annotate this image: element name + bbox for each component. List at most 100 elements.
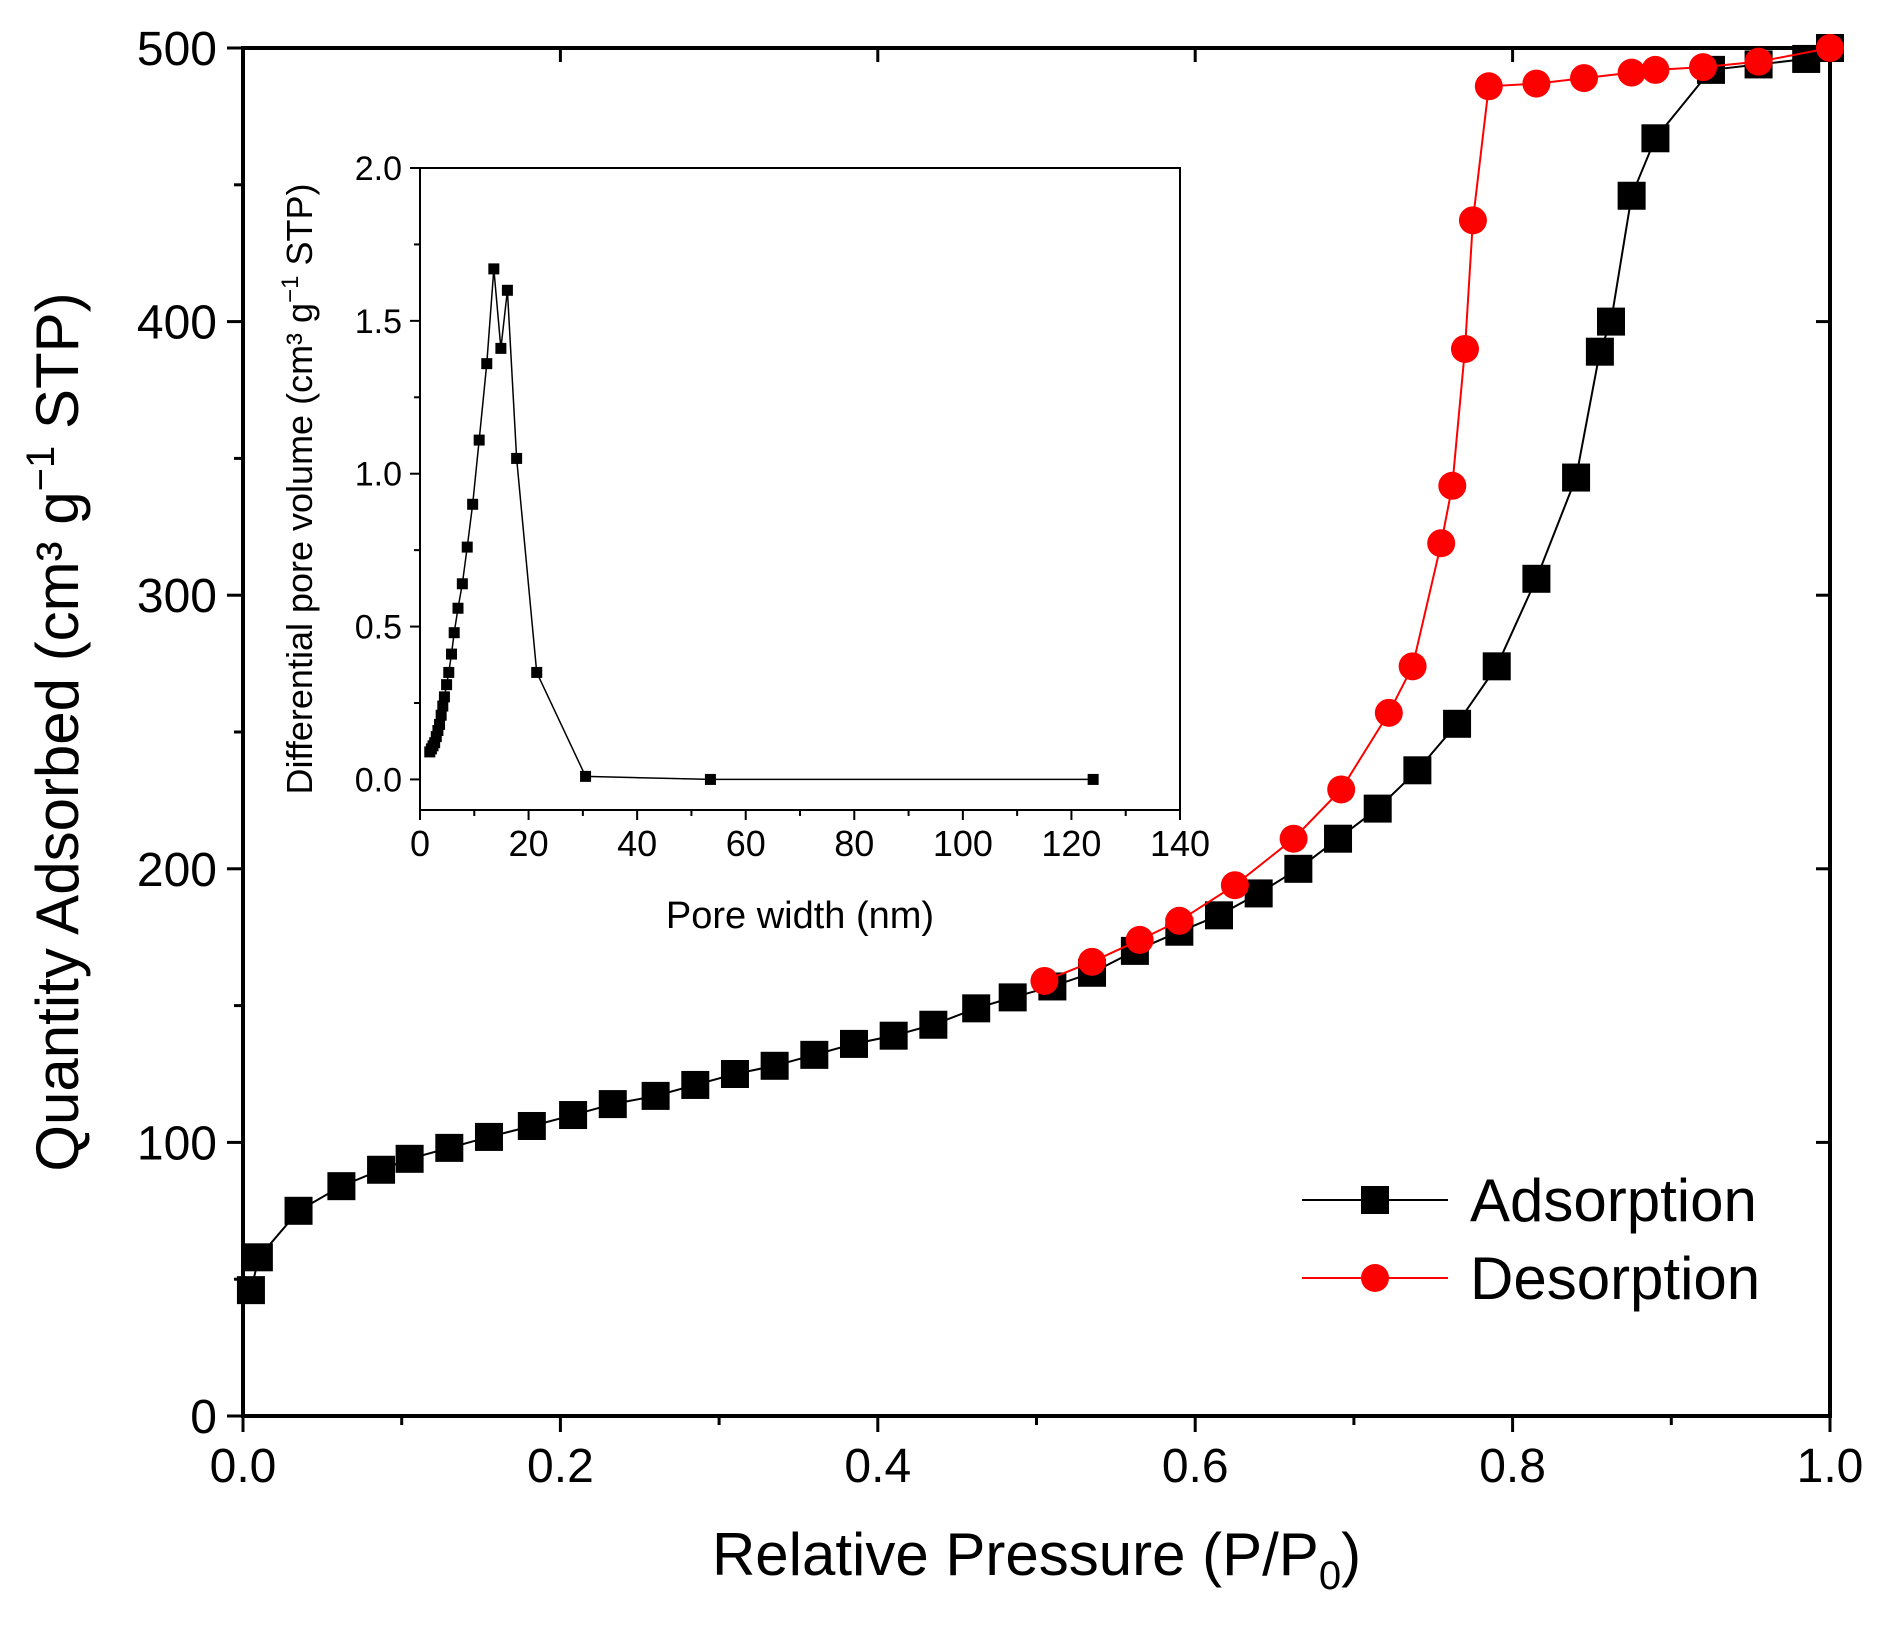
- legend-marker-desorption: [1361, 1264, 1389, 1292]
- adsorption-point: [236, 1276, 265, 1305]
- main-plot: 0.0 0.2 0.4 0.6 0.8 1.00100200300400500Relati…: [19, 23, 1863, 1598]
- y-axis-title-superscript: −1: [19, 446, 63, 492]
- inset-y-tick-label: 0.5: [355, 609, 402, 647]
- inset-y-axis-title-end: STP): [279, 184, 320, 276]
- y-tick-label: 100: [137, 1117, 217, 1170]
- inset-y-tick-label: 1.5: [355, 303, 402, 341]
- adsorption-point: [1403, 756, 1432, 785]
- inset-y-axis-title: Differential pore volume (cm³ g−1 STP): [277, 184, 320, 795]
- inset-point: [441, 679, 453, 691]
- inset-point: [434, 718, 446, 730]
- inset-point: [448, 627, 460, 639]
- desorption-point: [1427, 529, 1456, 558]
- legend-marker-adsorption: [1361, 1186, 1389, 1214]
- inset-point: [495, 342, 507, 354]
- inset-point: [432, 725, 444, 737]
- inset-x-axis-title: Pore width (nm): [666, 895, 934, 937]
- y-tick-label: 0: [190, 1391, 217, 1444]
- adsorption-point: [681, 1070, 710, 1099]
- x-axis-title-main: Relative Pressure (P/P: [712, 1521, 1319, 1588]
- desorption-point: [1220, 871, 1249, 900]
- inset-y-tick-label: 1.0: [355, 456, 402, 494]
- adsorption-point: [1617, 181, 1646, 210]
- desorption-point: [1279, 824, 1308, 853]
- inset-point: [445, 648, 457, 660]
- x-axis-title-subscript: 0: [1319, 1554, 1341, 1598]
- adsorption-point: [760, 1051, 789, 1080]
- inset-point: [481, 358, 493, 370]
- adsorption-point: [641, 1081, 670, 1110]
- y-axis-title-end: STP): [24, 292, 91, 445]
- inset-point: [531, 666, 543, 678]
- desorption-point: [1374, 698, 1403, 727]
- y-tick-label: 200: [137, 844, 217, 897]
- inset-point: [429, 737, 441, 749]
- adsorption-point: [919, 1010, 948, 1039]
- adsorption-point: [1792, 44, 1821, 73]
- inset-plot: 0 20 40 60 80 100 120 140 0.0 0.5 1.0 1.5 2.0 Pore wi…: [277, 150, 1210, 937]
- adsorption-point: [1324, 824, 1353, 853]
- legend: Adsorption Desorption: [1302, 1167, 1760, 1312]
- inset-point: [467, 498, 479, 510]
- y-axis-title-main: Quantity Adsorbed (cm³ g: [24, 491, 91, 1171]
- x-tick-label: 1.0: [1797, 1440, 1864, 1493]
- x-tick-label: 0.4: [844, 1440, 911, 1493]
- adsorption-point: [1363, 794, 1392, 823]
- y-tick-label: 500: [137, 23, 217, 76]
- inset-y-axis-title-superscript: −1: [277, 276, 304, 303]
- adsorption-point: [367, 1155, 396, 1184]
- inset-plot-frame: [419, 167, 1181, 811]
- adsorption-point: [517, 1111, 546, 1140]
- x-tick-label: 0.0: [210, 1440, 277, 1493]
- adsorption-point: [800, 1040, 829, 1069]
- inset-x-tick-label: 0: [410, 823, 430, 864]
- adsorption-point: [879, 1021, 908, 1050]
- inset-x-tick-label: 80: [834, 823, 874, 864]
- inset-point: [704, 773, 716, 785]
- desorption-point: [1450, 334, 1479, 363]
- x-axis-title-end: ): [1341, 1521, 1361, 1588]
- desorption-point: [1327, 775, 1356, 804]
- desorption-point: [1458, 206, 1487, 235]
- inset-x-tick-label: 40: [617, 823, 657, 864]
- y-tick-label: 400: [137, 297, 217, 350]
- x-tick-label: 0.6: [1162, 1440, 1229, 1493]
- adsorption-point: [1596, 307, 1625, 336]
- inset-x-tick-label: 100: [933, 823, 993, 864]
- inset-point: [1087, 773, 1099, 785]
- inset-y-axis-title-main: Differential pore volume (cm³ g: [279, 303, 320, 795]
- desorption-point: [1474, 72, 1503, 101]
- adsorption-point: [720, 1060, 749, 1088]
- y-axis-title: Quantity Adsorbed (cm³ g−1 STP): [19, 292, 91, 1171]
- inset-point: [456, 578, 468, 590]
- inset-point: [473, 434, 485, 446]
- legend-label-desorption: Desorption: [1470, 1245, 1760, 1312]
- adsorption-point: [1443, 709, 1472, 738]
- desorption-point: [1641, 55, 1670, 84]
- inset-x-tick-label: 60: [726, 823, 766, 864]
- inset-point: [437, 700, 449, 712]
- inset-point: [580, 770, 592, 782]
- x-axis-title: Relative Pressure (P/P0): [712, 1521, 1361, 1598]
- adsorption-point: [1205, 901, 1234, 930]
- inset-point: [488, 263, 500, 275]
- adsorption-point: [474, 1122, 503, 1151]
- desorption-point: [1438, 471, 1467, 500]
- adsorption-point: [1284, 854, 1313, 883]
- adsorption-point: [327, 1172, 356, 1201]
- y-tick-label: 300: [137, 570, 217, 623]
- inset-point: [452, 602, 464, 614]
- inset-x-tick-label: 140: [1150, 823, 1210, 864]
- desorption-point: [1165, 906, 1194, 935]
- adsorption-point: [1562, 463, 1591, 492]
- adsorption-point: [284, 1196, 313, 1225]
- x-tick-label: 0.2: [527, 1440, 594, 1493]
- inset-y-tick-label: 0.0: [355, 761, 402, 799]
- desorption-point: [1398, 652, 1427, 681]
- legend-label-adsorption: Adsorption: [1470, 1167, 1757, 1234]
- inset-x-tick-label: 120: [1041, 823, 1101, 864]
- adsorption-point: [435, 1133, 464, 1162]
- adsorption-point: [1585, 337, 1614, 366]
